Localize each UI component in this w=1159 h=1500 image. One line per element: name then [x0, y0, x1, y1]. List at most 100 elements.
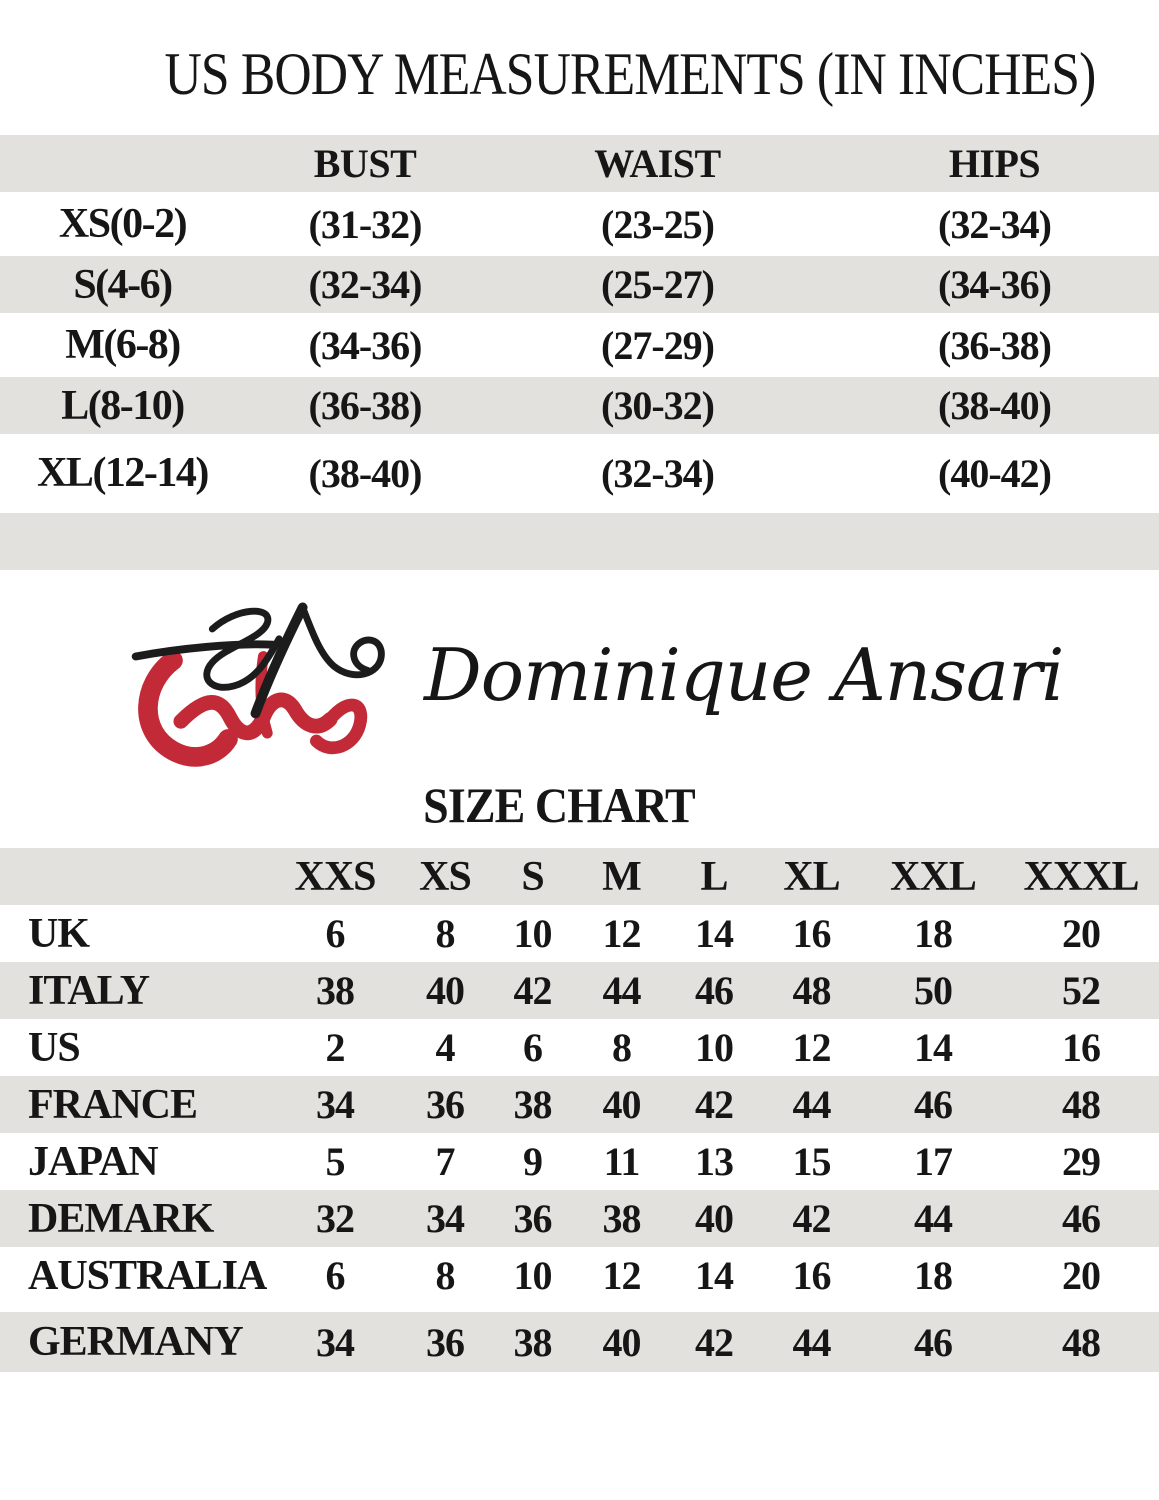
- size-value: 29: [1062, 1139, 1101, 1184]
- country-label: GERMANY: [28, 1319, 244, 1365]
- table-row: M(6-8) (34-36) (27-29) (36-38): [0, 313, 1159, 377]
- size-value: 16: [1062, 1025, 1101, 1070]
- size-value: 32: [316, 1196, 355, 1241]
- size-value: 40: [602, 1082, 642, 1127]
- size-value: 7: [435, 1139, 456, 1184]
- size-row-italy: ITALY 38 40 42 44 46 48 50 52: [0, 962, 1159, 1019]
- size-value: 18: [914, 1253, 953, 1298]
- country-label: DEMARK: [28, 1195, 214, 1242]
- size-value: 10: [695, 1025, 734, 1070]
- size-row-australia: AUSTRALIA 6 8 10 12 14 16 18 20: [0, 1247, 1159, 1304]
- size-value: 11: [603, 1139, 641, 1184]
- size-value: 48: [1062, 1082, 1101, 1127]
- size-value: 38: [602, 1196, 642, 1241]
- table-row: L(8-10) (36-38) (30-32) (38-40): [0, 377, 1159, 434]
- measurements-table: BUST WAIST HIPS XS(0-2) (31-32) (23-25) …: [0, 135, 1159, 512]
- column-header-waist: WAIST: [594, 141, 721, 186]
- size-value: 14: [695, 1253, 734, 1298]
- waist-value: (27-29): [601, 322, 715, 368]
- size-value: 8: [435, 911, 456, 956]
- hips-value: (36-38): [938, 322, 1052, 368]
- size-label: L(8-10): [61, 382, 185, 429]
- size-row-uk: UK 6 8 10 12 14 16 18 20: [0, 905, 1159, 962]
- country-label: US: [28, 1024, 81, 1071]
- bust-value: (32-34): [308, 262, 423, 307]
- size-value: 8: [612, 1025, 632, 1070]
- size-value: 16: [792, 911, 832, 956]
- divider-band: [0, 513, 1159, 570]
- size-value: 38: [316, 968, 355, 1013]
- table-row: XL(12-14) (38-40) (32-34) (40-42): [0, 434, 1159, 512]
- measurements-header-row: BUST WAIST HIPS: [0, 135, 1159, 192]
- size-value: 42: [695, 1082, 734, 1127]
- size-value: 42: [695, 1319, 734, 1365]
- size-value: 34: [426, 1196, 465, 1241]
- size-value: 6: [523, 1025, 543, 1070]
- column-header-xxl: XXL: [890, 853, 977, 900]
- size-label: XS(0-2): [58, 201, 188, 247]
- size-row-demark: DEMARK 32 34 36 38 40 42 44 46: [0, 1190, 1159, 1247]
- size-row-us: US 2 4 6 8 10 12 14 16: [0, 1019, 1159, 1076]
- measurements-title: US BODY MEASUREMENTS (IN INCHES): [164, 41, 1097, 107]
- column-header-xxxl: XXXL: [1023, 853, 1139, 900]
- column-header-xxs: XXS: [294, 853, 376, 900]
- size-value: 12: [602, 1253, 642, 1298]
- size-label: S(4-6): [73, 261, 173, 308]
- size-value: 50: [914, 968, 953, 1013]
- size-value: 12: [602, 911, 642, 956]
- size-value: 17: [914, 1139, 953, 1184]
- bust-value: (31-32): [308, 201, 423, 247]
- size-value: 13: [695, 1139, 734, 1184]
- table-row: S(4-6) (32-34) (25-27) (34-36): [0, 256, 1159, 313]
- size-chart-header-row: XXS XS S M L XL XXL XXXL: [0, 848, 1159, 905]
- country-label: UK: [28, 910, 90, 957]
- size-value: 36: [426, 1319, 465, 1365]
- size-value: 46: [1062, 1196, 1101, 1241]
- size-value: 16: [792, 1253, 832, 1298]
- size-value: 2: [325, 1025, 346, 1070]
- column-header-hips: HIPS: [948, 141, 1041, 186]
- brand-logo: [118, 598, 393, 770]
- column-header-xl: XL: [783, 853, 840, 900]
- size-value: 18: [914, 911, 953, 956]
- size-value: 12: [792, 1025, 832, 1070]
- size-value: 4: [435, 1025, 456, 1070]
- size-value: 52: [1062, 968, 1101, 1013]
- bust-value: (36-38): [308, 383, 423, 428]
- size-value: 38: [513, 1082, 553, 1127]
- size-value: 40: [426, 968, 465, 1013]
- size-value: 6: [325, 1253, 346, 1298]
- size-value: 8: [435, 1253, 456, 1298]
- size-chart-table: XXS XS S M L XL XXL XXXL UK 6 8 10 12 14…: [0, 848, 1159, 1372]
- size-value: 36: [513, 1196, 553, 1241]
- size-row-germany: GERMANY 34 36 38 40 42 44 46 48: [0, 1312, 1159, 1372]
- size-value: 40: [602, 1319, 642, 1365]
- size-value: 34: [316, 1319, 355, 1365]
- size-value: 40: [695, 1196, 734, 1241]
- size-value: 44: [602, 968, 642, 1013]
- brand-name: Dominique Ansari: [424, 633, 1064, 717]
- size-value: 15: [792, 1139, 832, 1184]
- size-value: 46: [914, 1082, 953, 1127]
- column-header-m: M: [602, 853, 642, 900]
- size-value: 44: [914, 1196, 953, 1241]
- bust-value: (34-36): [308, 322, 423, 368]
- size-value: 5: [325, 1139, 346, 1184]
- country-label: AUSTRALIA: [28, 1252, 267, 1299]
- size-value: 46: [914, 1319, 953, 1365]
- waist-value: (32-34): [601, 450, 715, 496]
- size-value: 20: [1062, 1253, 1101, 1298]
- size-value: 44: [792, 1319, 832, 1365]
- size-value: 42: [792, 1196, 832, 1241]
- column-header-l: L: [700, 853, 728, 900]
- waist-value: (23-25): [601, 201, 715, 247]
- size-value: 10: [513, 911, 553, 956]
- size-value: 48: [1062, 1319, 1101, 1365]
- size-value: 20: [1062, 911, 1101, 956]
- size-value: 42: [513, 968, 553, 1013]
- bust-value: (38-40): [308, 450, 423, 496]
- size-value: 14: [914, 1025, 953, 1070]
- waist-value: (25-27): [601, 262, 715, 307]
- country-label: ITALY: [28, 967, 150, 1014]
